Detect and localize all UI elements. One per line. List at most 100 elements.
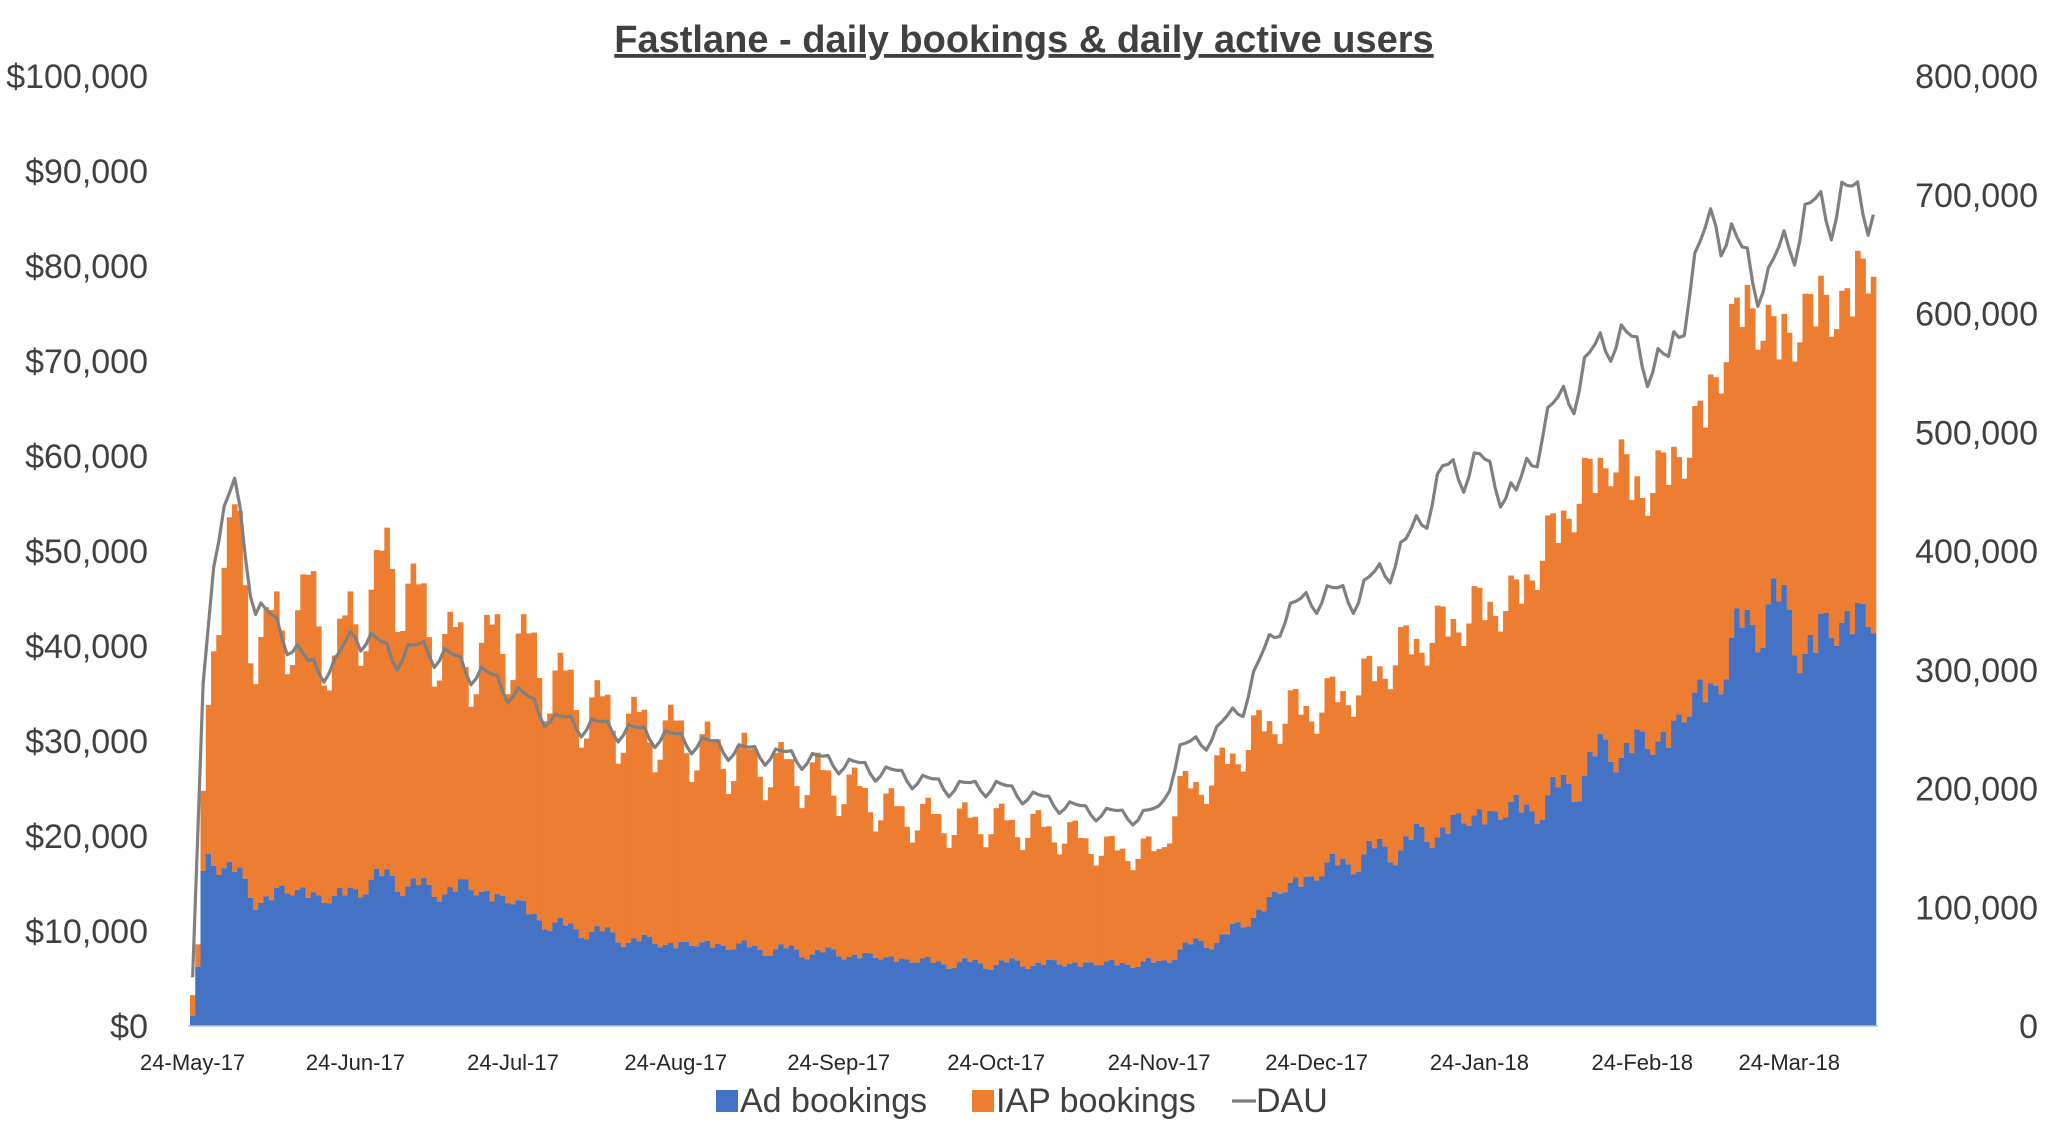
iap-bar [263,607,270,897]
ad-bar [478,891,485,1026]
iap-bar [762,800,769,957]
iap-bar [1823,294,1830,613]
iap-bar [993,808,1000,965]
iap-bar [935,814,942,962]
iap-bar [930,813,937,963]
iap-bar [499,653,506,896]
ad-bar [1271,891,1278,1026]
ad-bar [1145,958,1152,1026]
ad-bar [1103,961,1110,1026]
legend-label: DAU [1256,1082,1328,1120]
x-tick-label: 24-Jun-17 [306,1050,405,1075]
ad-bar [1623,743,1630,1026]
iap-bar [1860,258,1866,605]
iap-bar [1450,619,1457,816]
iap-bar [1550,513,1556,777]
iap-bar [883,793,889,958]
iap-bar [1429,642,1436,848]
iap-bar [1697,400,1704,680]
iap-bar [1187,788,1194,945]
ad-bar [1261,911,1268,1026]
ad-bar [1250,917,1257,1026]
ad-bar [736,943,742,1026]
ad-bar [762,956,769,1026]
ad-bar [1203,947,1210,1026]
iap-bar [1208,785,1215,950]
ad-bar [1592,756,1598,1026]
iap-bar [505,694,511,904]
iap-bar [1870,276,1877,634]
iap-bar [1166,843,1173,963]
iap-bar [962,802,968,959]
iap-bar [1571,532,1577,803]
iap-bar [878,820,884,960]
ad-bar [1560,774,1567,1026]
ad-bar [415,885,422,1026]
iap-bar [1524,574,1530,805]
iap-bar [1319,712,1325,877]
ad-bar [704,940,711,1026]
iap-bar [1025,837,1031,970]
dau-line [191,180,1875,978]
ad-bar [878,959,884,1026]
iap-bar [547,713,553,931]
iap-bar [1844,288,1851,611]
iap-bar [1539,560,1546,820]
iap-bar [1781,313,1788,585]
iap-bar [946,847,952,969]
iap-bar [484,614,490,891]
ad-bar [1613,772,1619,1026]
iap-bar [694,770,700,947]
iap-bar [704,721,711,941]
ad-bar [1345,864,1352,1026]
ad-bar [883,957,889,1026]
iap-bar [1324,678,1331,863]
iap-bar [253,684,259,910]
ad-bar [562,925,569,1026]
ad-bar [1739,627,1746,1026]
iap-bar [1566,518,1572,784]
iap-bar [1660,452,1667,732]
ad-bar [1166,962,1173,1026]
ad-bar [1109,959,1115,1026]
ad-bar [767,955,774,1026]
iap-bar [652,772,658,944]
iap-bar [368,589,375,880]
ad-bar [1513,794,1520,1026]
iap-bar [1755,349,1761,653]
ad-bar [1492,811,1499,1026]
iap-bar [1797,342,1803,674]
iap-bar [1812,326,1819,653]
iap-bar [778,741,784,945]
ad-bar [1193,938,1199,1026]
ad-bar [941,964,947,1026]
iap-bar [1597,457,1604,735]
iap-bar [342,615,348,896]
y-tick-label: $60,000 [25,438,148,476]
ad-bar [830,949,837,1026]
iap-bar [1534,589,1541,824]
iap-bar [1093,865,1099,966]
chart-title: Fastlane - daily bookings & daily active… [614,19,1433,61]
ad-bar [1004,962,1010,1026]
iap-bar [1135,858,1142,967]
ad-bar [1755,652,1761,1026]
ad-bar [1340,858,1346,1026]
iap-bar [1035,810,1042,963]
iap-bar [279,630,285,886]
iap-bar [536,677,543,921]
iap-bar [473,694,480,896]
ad-bar [1256,909,1262,1026]
iap-bar [1650,493,1656,755]
iap-bar [1665,484,1672,748]
iap-bar [1398,627,1404,851]
iap-bar [1088,854,1094,963]
ad-bar [667,942,674,1026]
ad-bar [809,954,816,1026]
ad-bar [457,879,464,1026]
ad-bar [1072,962,1078,1026]
iap-bar [1529,580,1535,812]
y-tick-label: $80,000 [25,248,148,286]
ad-bar [1534,823,1541,1026]
